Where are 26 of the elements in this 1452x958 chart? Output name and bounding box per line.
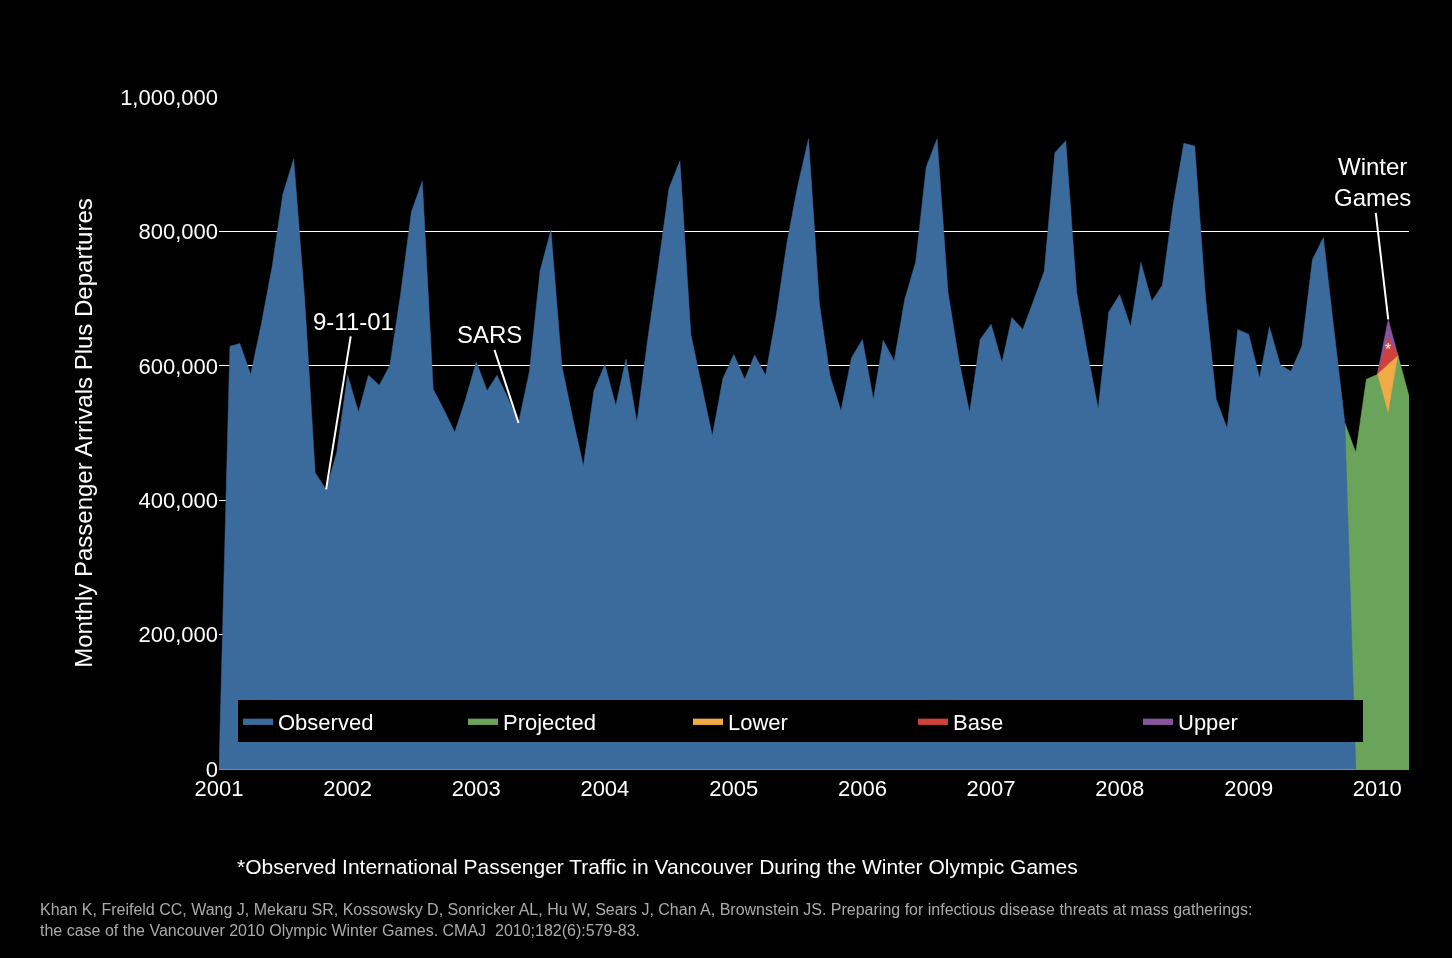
x-tick-label: 2008: [1095, 776, 1145, 802]
x-tick-label: 2003: [451, 776, 501, 802]
annotation: *: [1385, 341, 1392, 358]
x-tick-label: 2009: [1224, 776, 1274, 802]
annotation: SARS: [457, 321, 523, 348]
y-tick-label: 1,000,000: [120, 84, 218, 110]
legend-label: Projected: [503, 709, 596, 735]
annotation: Winter Games: [1334, 153, 1412, 212]
legend-label: Upper: [1178, 709, 1238, 735]
x-tick-label: 2007: [966, 776, 1016, 802]
x-tick-label: 2006: [837, 776, 887, 802]
y-tick-label: 400,000: [138, 487, 218, 513]
legend-label: Observed: [278, 709, 374, 735]
x-tick-label: 2005: [709, 776, 759, 802]
x-tick-label: 2004: [580, 776, 630, 802]
y-tick-label: 200,000: [138, 622, 218, 648]
y-tick-label: 800,000: [138, 219, 218, 245]
y-tick-label: 600,000: [138, 353, 218, 379]
annotation: 9-11-01: [313, 308, 394, 335]
x-tick-label: 2002: [323, 776, 373, 802]
legend-label: Base: [953, 709, 1004, 735]
x-tick-label: 2010: [1352, 776, 1402, 802]
text: Khan K, Freifeld CC, Wang J, Mekaru SR, Kossowsky D, Sonricker AL, Hu W, Sears J, Chan A, Brownstein JS. Preparing for infectious disease threats at mass gatherings: the case of the Vancouver 2010 Olympic Winter Games. CMAJ 2010;182(6):579-83.: [40, 901, 1253, 939]
legend-label: Lower: [728, 709, 788, 735]
text: *Observed International Passenger Traffic in Vancouver During the Winter Olympic Games: [237, 855, 1078, 878]
y-axis-title: Monthly Passenger Arrivals Plus Departures: [70, 198, 98, 668]
